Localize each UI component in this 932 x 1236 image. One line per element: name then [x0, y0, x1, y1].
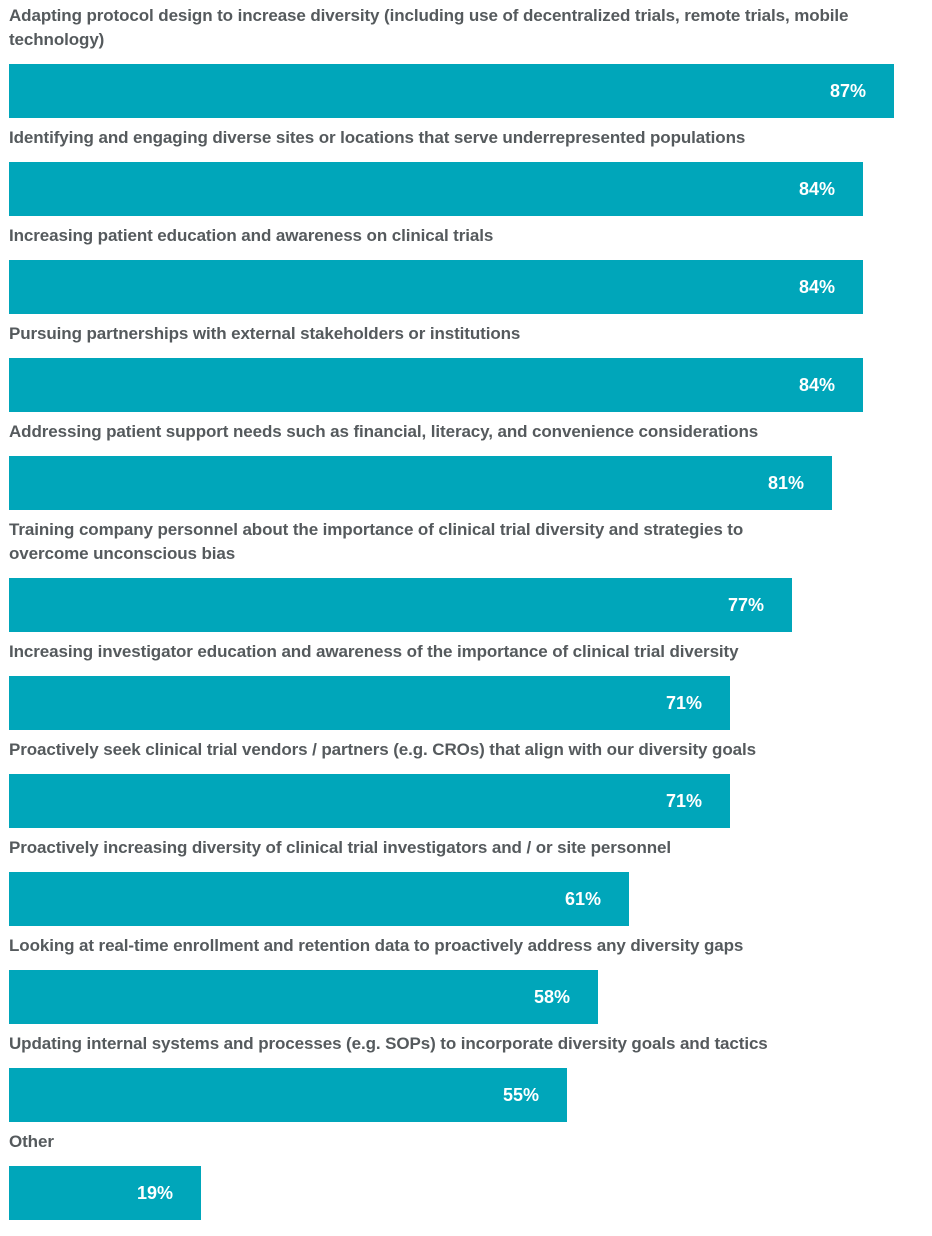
- bar: [9, 260, 863, 314]
- value-label: 55%: [502, 1085, 539, 1105]
- bar: [9, 970, 598, 1024]
- value-label: 84%: [798, 277, 835, 297]
- value-label: 84%: [798, 179, 835, 199]
- bar: [9, 162, 863, 216]
- value-label: 19%: [136, 1183, 173, 1203]
- category-label: Adapting protocol design to increase div…: [9, 6, 849, 49]
- category-label: Increasing patient education and awarene…: [9, 226, 494, 245]
- bar: [9, 358, 863, 412]
- value-label: 71%: [665, 693, 702, 713]
- value-label: 61%: [564, 889, 601, 909]
- value-label: 71%: [665, 791, 702, 811]
- bar: [9, 578, 792, 632]
- bar: [9, 1166, 201, 1220]
- category-label: Increasing investigator education and aw…: [9, 642, 739, 661]
- category-label: Addressing patient support needs such as…: [9, 422, 759, 441]
- value-label: 81%: [767, 473, 804, 493]
- bar: [9, 774, 730, 828]
- category-label: Updating internal systems and processes …: [9, 1034, 768, 1053]
- bar: [9, 1068, 567, 1122]
- bar: [9, 456, 832, 510]
- value-label: 87%: [829, 81, 866, 101]
- value-label: 84%: [798, 375, 835, 395]
- category-label: Proactively seek clinical trial vendors …: [9, 740, 756, 759]
- value-label: 77%: [727, 595, 764, 615]
- category-label: Proactively increasing diversity of clin…: [9, 838, 671, 857]
- category-label: Identifying and engaging diverse sites o…: [9, 128, 746, 147]
- category-label: Pursuing partnerships with external stak…: [9, 324, 521, 343]
- bar: [9, 872, 629, 926]
- bar: [9, 64, 894, 118]
- value-label: 58%: [533, 987, 570, 1007]
- bar: [9, 676, 730, 730]
- category-label: Looking at real-time enrollment and rete…: [9, 936, 744, 955]
- category-label: Training company personnel about the imp…: [9, 520, 744, 563]
- category-label: Other: [9, 1132, 54, 1151]
